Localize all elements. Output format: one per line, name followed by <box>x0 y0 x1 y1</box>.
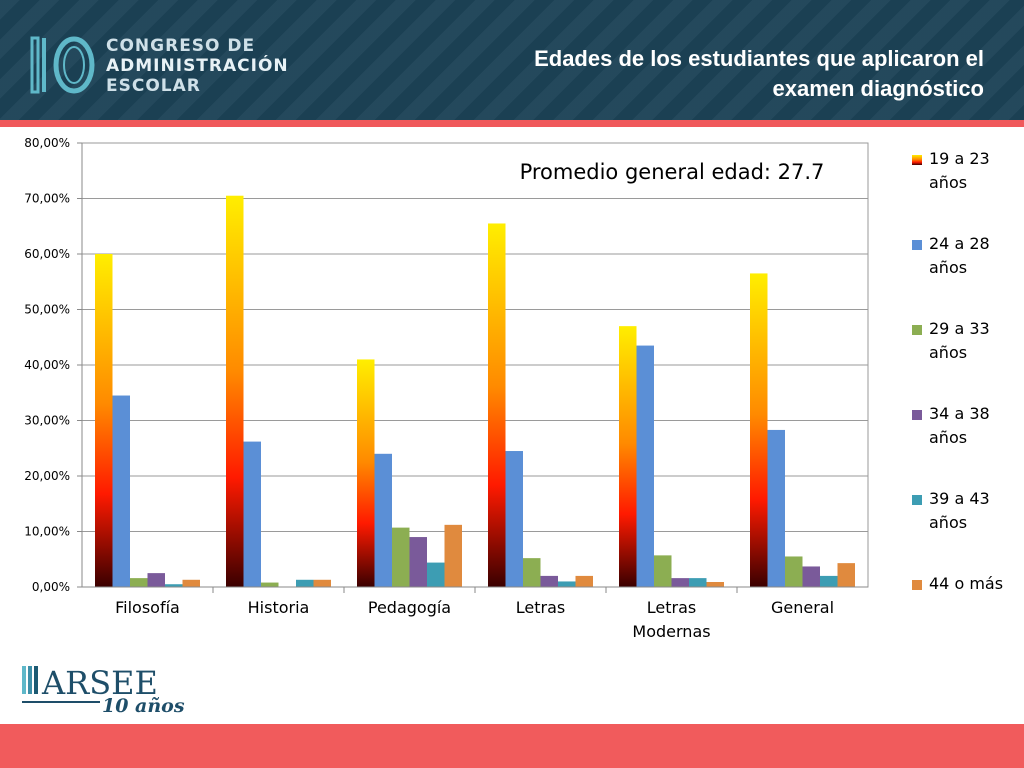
y-tick-label: 80,00% <box>24 136 70 150</box>
legend-label: 24 a 28 <box>929 234 990 253</box>
chart-axes: 0,00% 10,00% 20,00% 30,00% 40,00% 50,00% 60,00… <box>24 136 868 641</box>
header-banner: CONGRESO DE ADMINISTRACIÓN ESCOLAR Edade… <box>0 0 1024 120</box>
bar <box>523 558 541 587</box>
logo-line-2: ADMINISTRACIÓN <box>106 56 289 76</box>
legend-label: 44 o más <box>929 574 1003 593</box>
slide-title: Edades de los estudiantes que aplicaron … <box>424 44 984 104</box>
legend-label: años <box>929 428 967 447</box>
x-category-label: General <box>771 598 834 617</box>
legend-label: años <box>929 258 967 277</box>
legend-label: 19 a 23 <box>929 149 990 168</box>
bar <box>505 451 523 587</box>
arsee-logo-subtitle: 10 años <box>102 695 185 717</box>
y-tick-label: 0,00% <box>32 580 70 594</box>
bar <box>374 453 392 587</box>
legend-label: 29 a 33 <box>929 319 990 338</box>
bar <box>820 575 838 587</box>
bar <box>226 195 244 587</box>
legend-swatch <box>912 580 922 590</box>
bar <box>165 584 183 587</box>
y-tick-label: 60,00% <box>24 247 70 261</box>
bar <box>671 578 689 587</box>
bar <box>837 563 855 587</box>
chart-bars <box>95 195 855 587</box>
legend-label: 39 a 43 <box>929 489 990 508</box>
y-tick-label: 40,00% <box>24 358 70 372</box>
chart-legend: 19 a 23 años 24 a 28 años 29 a 33 años 34 a 38… <box>912 149 1003 593</box>
bar <box>558 581 576 587</box>
arsee-logo-text: ARSEE <box>41 664 158 702</box>
legend-swatch <box>912 410 922 420</box>
bar <box>767 429 785 587</box>
bar <box>619 326 637 587</box>
bar <box>654 555 672 587</box>
bar <box>636 345 654 587</box>
bar <box>130 578 148 587</box>
chart-annotation: Promedio general edad: 27.7 <box>520 160 825 184</box>
y-tick-label: 50,00% <box>24 303 70 317</box>
footer-band <box>0 724 1024 768</box>
x-category-label: Filosofía <box>115 598 180 617</box>
legend-swatch <box>912 495 922 505</box>
legend-label: años <box>929 343 967 362</box>
bar <box>392 527 410 587</box>
x-category-label: Historia <box>248 598 310 617</box>
y-tick-label: 20,00% <box>24 469 70 483</box>
y-tick-label: 70,00% <box>24 192 70 206</box>
bar <box>785 556 803 587</box>
y-tick-label: 10,00% <box>24 525 70 539</box>
x-category-label: Pedagogía <box>368 598 451 617</box>
legend-label: 34 a 38 <box>929 404 990 423</box>
x-category-label: Modernas <box>632 622 710 641</box>
bar <box>243 441 261 587</box>
arsee-logo-bar-icon <box>34 666 38 694</box>
slide-title-line-2: examen diagnóstico <box>772 76 984 101</box>
bar <box>147 573 165 587</box>
bar <box>409 537 427 587</box>
bar <box>706 582 724 587</box>
logo-line-3: ESCOLAR <box>106 76 201 96</box>
bar <box>313 579 331 587</box>
arsee-logo: ARSEE 10 años <box>22 664 185 717</box>
bar <box>182 579 200 587</box>
legend-label: años <box>929 513 967 532</box>
logo-line-1: CONGRESO DE <box>106 36 256 56</box>
arsee-logo-bar-icon <box>22 666 26 694</box>
legend-swatch <box>912 240 922 250</box>
y-tick-label: 30,00% <box>24 414 70 428</box>
bar <box>427 562 445 587</box>
bar <box>95 254 113 587</box>
bar <box>357 359 375 587</box>
bar <box>750 273 768 587</box>
bar <box>444 524 462 587</box>
bar <box>575 575 593 587</box>
legend-label: años <box>929 173 967 192</box>
header-stripe <box>0 120 1024 127</box>
congress-ten-logo-icon <box>30 36 95 94</box>
chart-gridlines <box>81 142 869 588</box>
x-category-label: Letras <box>647 598 696 617</box>
slide-title-line-1: Edades de los estudiantes que aplicaron … <box>534 46 984 71</box>
x-category-label: Letras <box>516 598 565 617</box>
bar <box>261 582 279 587</box>
bar <box>112 395 130 587</box>
bar <box>296 579 314 587</box>
arsee-logo-bar-icon <box>28 666 32 694</box>
age-bar-chart: 0,00% 10,00% 20,00% 30,00% 40,00% 50,00% 60,00… <box>24 136 1003 641</box>
legend-swatch <box>912 325 922 335</box>
bar <box>540 575 558 587</box>
legend-swatch <box>912 155 922 165</box>
bar <box>802 566 820 587</box>
bar <box>488 223 506 587</box>
bar <box>689 578 707 587</box>
